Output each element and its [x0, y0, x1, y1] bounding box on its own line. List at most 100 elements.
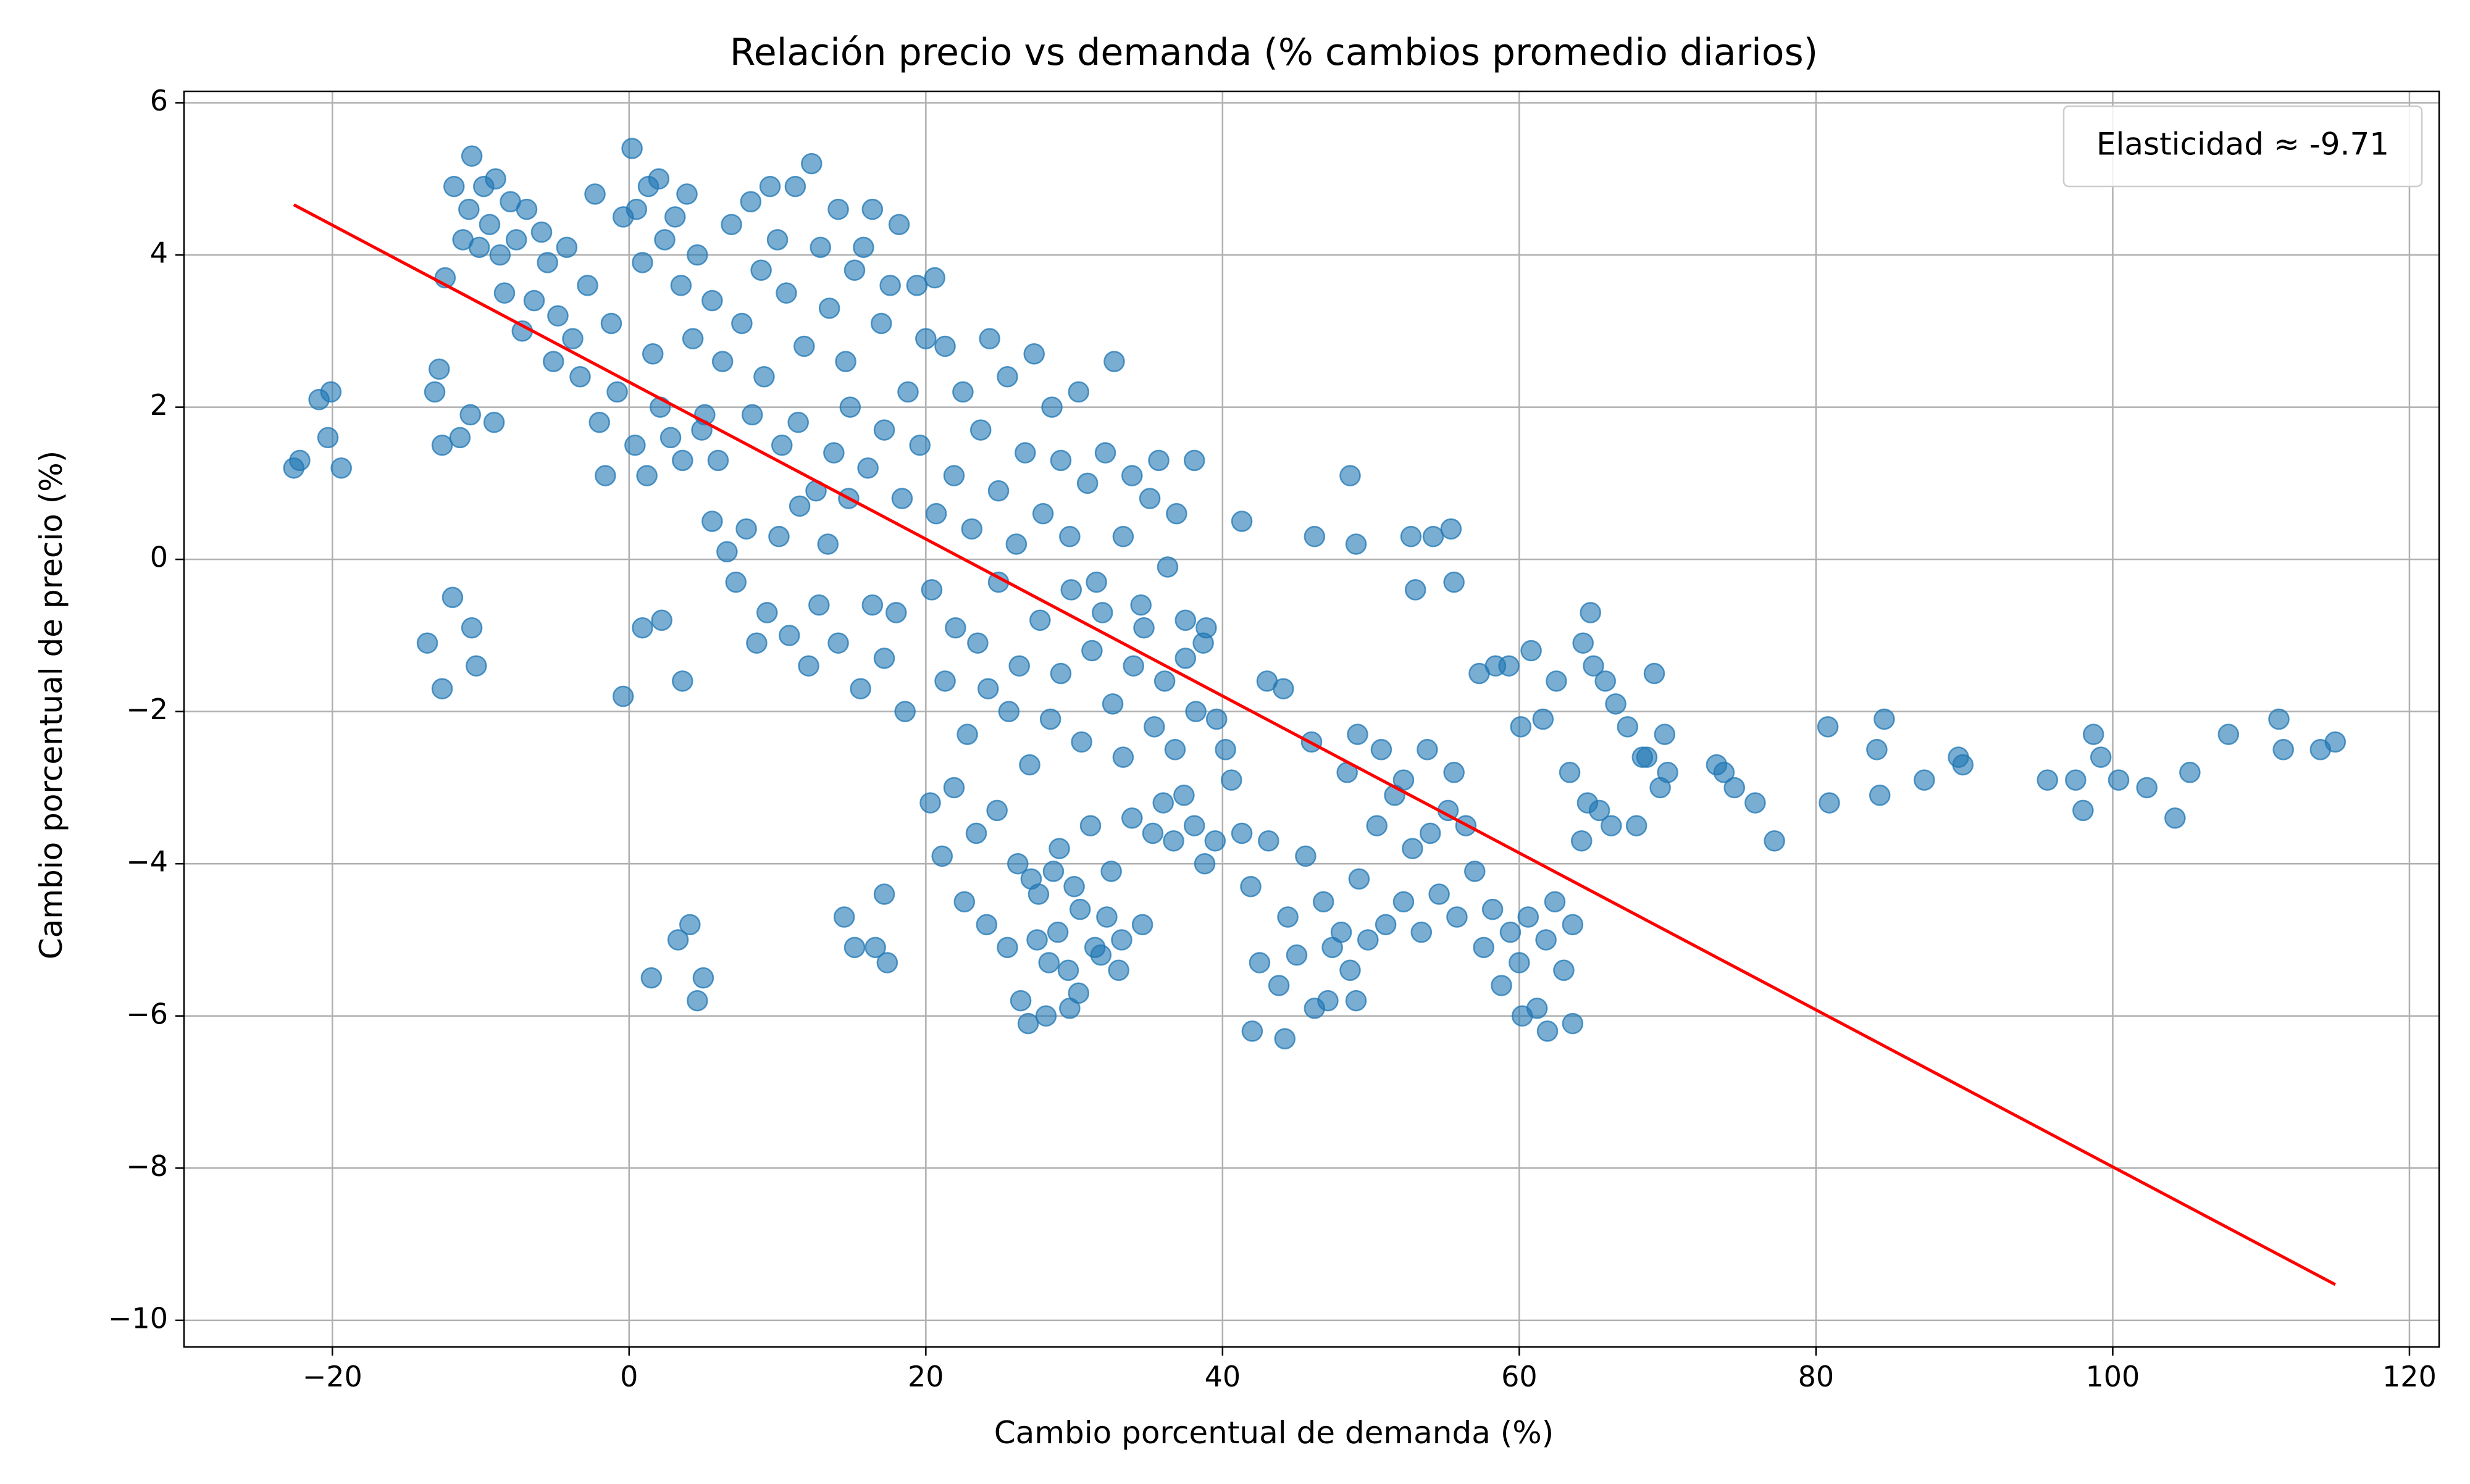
- y-tick-label: −6: [126, 997, 168, 1030]
- scatter-point: [1443, 762, 1465, 783]
- scatter-point: [756, 602, 778, 623]
- scatter-point: [1400, 525, 1422, 548]
- scatter-point: [934, 335, 956, 357]
- scatter-point: [2324, 731, 2346, 753]
- scatter-point: [1339, 959, 1361, 982]
- scatter-point: [431, 434, 453, 456]
- scatter-point: [798, 655, 819, 677]
- scatter-point: [651, 609, 672, 631]
- scatter-point: [556, 236, 578, 258]
- scatter-point: [1536, 1020, 1559, 1042]
- scatter-point: [861, 198, 884, 220]
- scatter-point: [1819, 792, 1840, 814]
- scatter-point: [1345, 990, 1367, 1012]
- scatter-point: [701, 290, 723, 312]
- y-tick-label: 4: [150, 236, 168, 270]
- scatter-point: [1174, 609, 1197, 631]
- scatter-point: [776, 282, 797, 304]
- scatter-point: [1142, 822, 1164, 844]
- scatter-point: [505, 229, 527, 251]
- scatter-point: [1643, 662, 1665, 685]
- scatter-point: [621, 138, 643, 159]
- scatter-point: [562, 328, 584, 349]
- scatter-point: [1464, 861, 1486, 882]
- scatter-point: [943, 777, 965, 799]
- scatter-point: [667, 929, 689, 951]
- scatter-point: [1068, 381, 1090, 403]
- scatter-point: [1366, 815, 1388, 836]
- scatter-point: [1096, 906, 1118, 928]
- scatter-point: [1636, 746, 1658, 768]
- scatter-point: [577, 275, 598, 296]
- scatter-point: [1050, 449, 1072, 472]
- scatter-point: [1071, 731, 1092, 753]
- scatter-point: [888, 214, 910, 235]
- scatter-point: [626, 198, 648, 220]
- scatter-point: [711, 351, 734, 372]
- scatter-point: [1723, 777, 1745, 799]
- scatter-point: [1029, 609, 1051, 631]
- scatter-point: [1571, 830, 1593, 852]
- scatter-point: [584, 183, 606, 205]
- scatter-point: [1286, 944, 1308, 966]
- scatter-point: [1183, 815, 1205, 836]
- scatter-point: [1205, 708, 1228, 730]
- plot-frame: [183, 90, 2440, 1348]
- scatter-point: [1020, 868, 1042, 890]
- scatter-point: [1509, 952, 1530, 973]
- scatter-point: [2164, 807, 2186, 829]
- x-tick-label: 20: [908, 1360, 944, 1393]
- scatter-point: [740, 191, 762, 212]
- scatter-point: [632, 617, 653, 639]
- scatter-point: [672, 670, 693, 692]
- x-tick-label: −20: [303, 1360, 362, 1393]
- scatter-point: [1583, 655, 1604, 677]
- scatter-point: [1617, 716, 1639, 738]
- scatter-point: [479, 214, 501, 235]
- scatter-point: [1057, 959, 1079, 982]
- scatter-point: [753, 366, 775, 388]
- scatter-point: [1417, 739, 1438, 761]
- scatter-point: [818, 298, 840, 319]
- scatter-point: [1015, 442, 1036, 464]
- scatter-point: [909, 434, 931, 456]
- scatter-point: [1008, 655, 1030, 677]
- scatter-point: [1440, 518, 1462, 540]
- scatter-point: [876, 952, 898, 973]
- scatter-point: [1215, 739, 1236, 761]
- scatter-point: [976, 914, 998, 936]
- scatter-point: [879, 275, 901, 296]
- scatter-point: [1402, 838, 1423, 859]
- scatter-point: [787, 411, 809, 433]
- scatter-point: [1047, 921, 1069, 943]
- scatter-point: [330, 457, 352, 479]
- scatter-point: [2090, 746, 2112, 768]
- scatter-point: [461, 145, 483, 167]
- scatter-point: [458, 198, 480, 220]
- scatter-point: [679, 914, 701, 936]
- scatter-point: [642, 343, 664, 365]
- scatter-point: [1535, 929, 1557, 951]
- scatter-point: [687, 244, 708, 266]
- scatter-point: [870, 312, 892, 335]
- y-tick-label: −2: [126, 693, 168, 726]
- scatter-point: [687, 990, 708, 1012]
- scatter-point: [676, 183, 698, 205]
- scatter-point: [1039, 708, 1061, 730]
- scatter-point: [1339, 465, 1361, 486]
- x-axis-label: Cambio porcentual de demanda (%): [994, 1415, 1554, 1451]
- scatter-point: [844, 259, 866, 281]
- scatter-point: [1345, 533, 1367, 555]
- scatter-point: [1032, 502, 1054, 525]
- scatter-point: [429, 358, 450, 380]
- scatter-point: [1553, 959, 1575, 982]
- scatter-point: [725, 571, 747, 593]
- scatter-point: [1295, 845, 1317, 867]
- scatter-point: [1091, 602, 1113, 623]
- scatter-point: [1112, 746, 1134, 768]
- scatter-point: [588, 411, 610, 433]
- scatter-point: [1121, 807, 1143, 829]
- scatter-point: [442, 586, 464, 609]
- scatter-point: [1204, 830, 1226, 852]
- scatter-point: [317, 427, 339, 449]
